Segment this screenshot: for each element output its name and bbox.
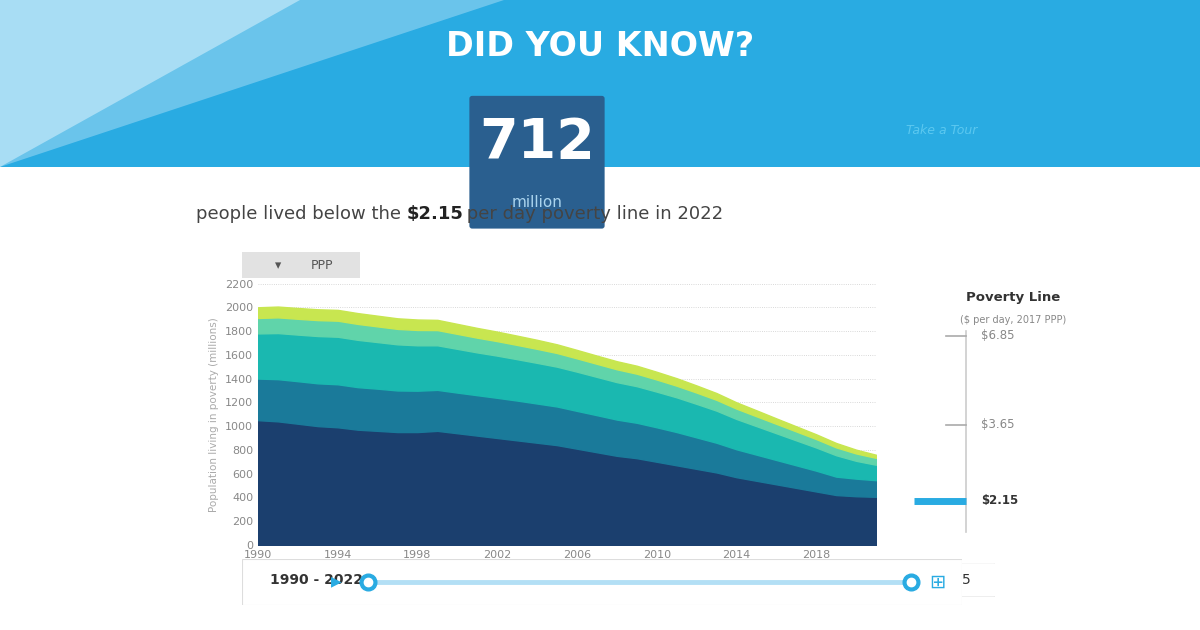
Text: ▶: ▶ xyxy=(331,574,341,588)
Text: $2.15: $2.15 xyxy=(407,205,463,224)
Text: $6.85: $6.85 xyxy=(982,329,1015,342)
Text: $3.65: $3.65 xyxy=(982,418,1015,431)
Polygon shape xyxy=(0,0,504,167)
FancyBboxPatch shape xyxy=(233,250,370,280)
Text: Take a Tour: Take a Tour xyxy=(906,123,977,137)
Text: $2.15: $2.15 xyxy=(982,494,1019,507)
Text: 2.15: 2.15 xyxy=(941,573,971,587)
FancyBboxPatch shape xyxy=(469,96,605,229)
FancyBboxPatch shape xyxy=(914,563,997,597)
Y-axis label: Population living in poverty (millions): Population living in poverty (millions) xyxy=(209,317,220,512)
Polygon shape xyxy=(0,0,300,167)
Text: ($ per day, 2017 PPP): ($ per day, 2017 PPP) xyxy=(960,315,1067,325)
Text: 1990 - 2022: 1990 - 2022 xyxy=(270,573,362,587)
Text: 712: 712 xyxy=(479,117,595,170)
Text: Poverty Line: Poverty Line xyxy=(966,291,1061,304)
Text: people lived below the: people lived below the xyxy=(196,205,407,224)
Text: ▾: ▾ xyxy=(275,259,281,272)
Text: PPP: PPP xyxy=(311,259,334,272)
Text: DID YOU KNOW?: DID YOU KNOW? xyxy=(446,30,754,63)
Text: million: million xyxy=(511,195,563,210)
Text: per day poverty line in 2022: per day poverty line in 2022 xyxy=(462,205,724,224)
Text: ⊞: ⊞ xyxy=(929,573,946,592)
